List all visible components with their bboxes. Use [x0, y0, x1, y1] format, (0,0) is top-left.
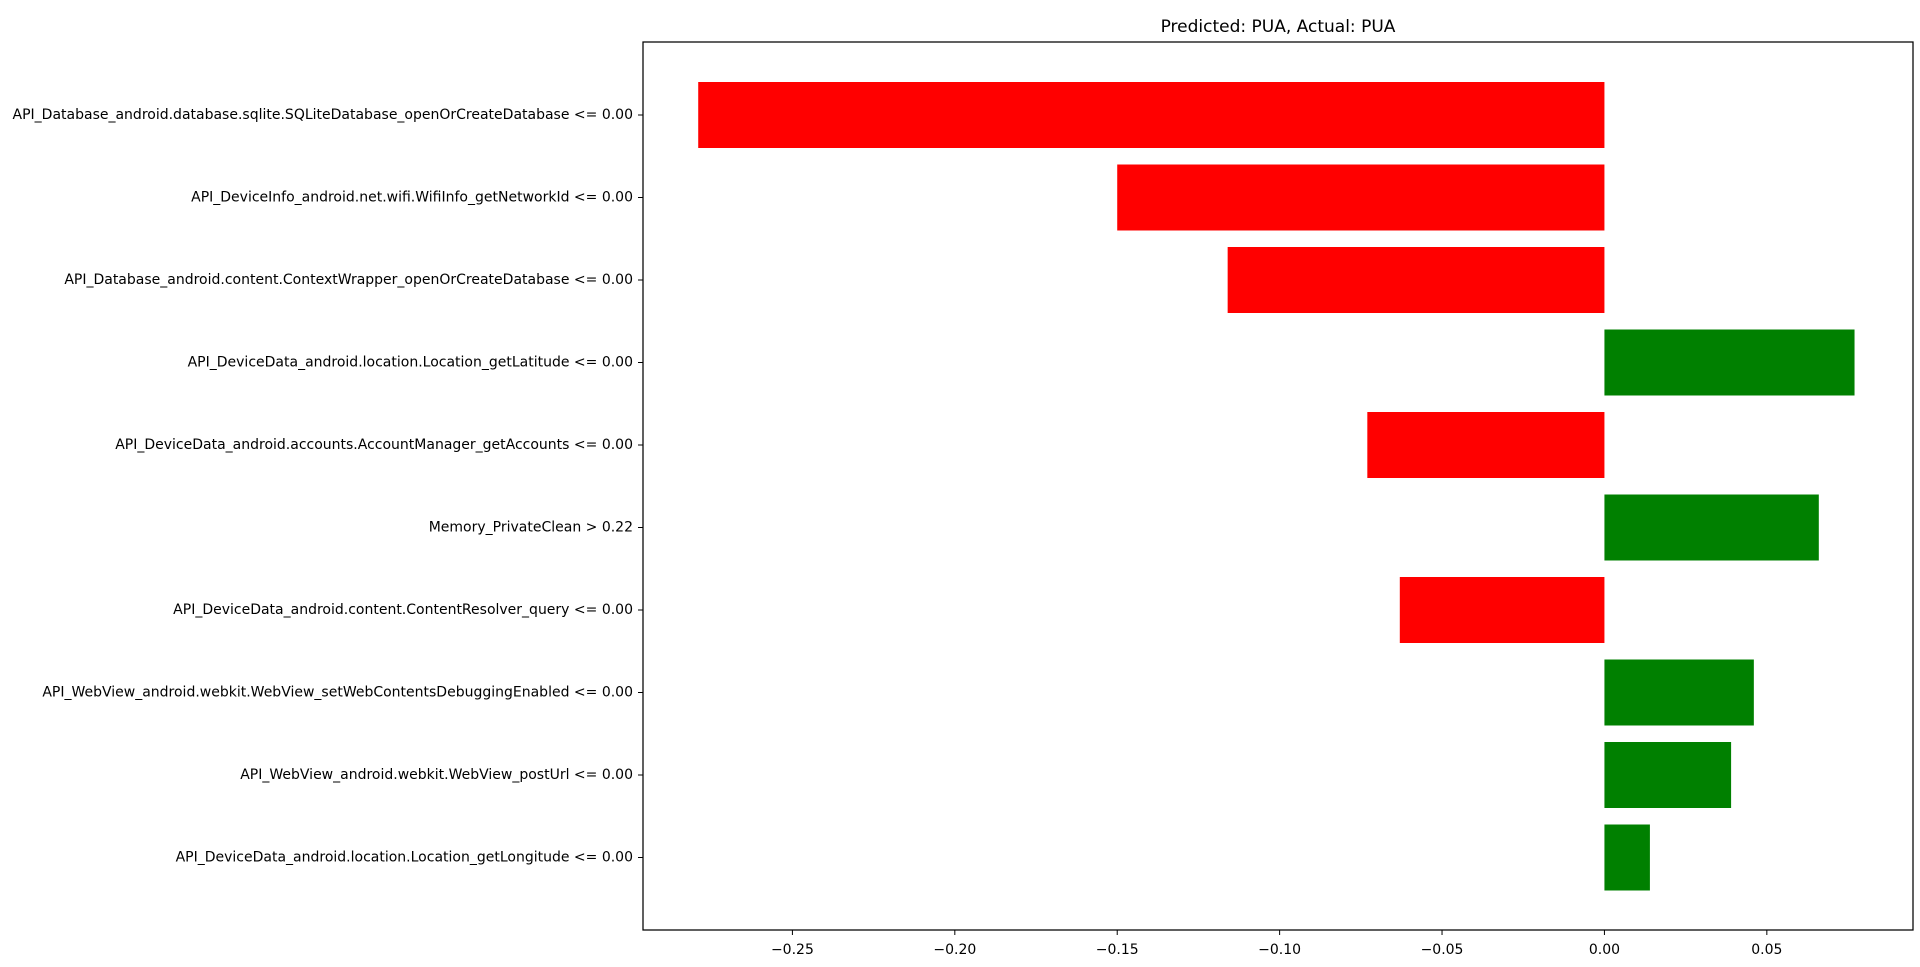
- y-tick-label: Memory_PrivateClean > 0.22: [429, 520, 633, 536]
- y-tick-label: API_DeviceData_android.accounts.AccountM…: [115, 437, 633, 453]
- y-tick-label: API_DeviceData_android.location.Location…: [176, 850, 633, 866]
- bar: [1604, 494, 1819, 561]
- bar: [1399, 577, 1605, 643]
- chart-title: Predicted: PUA, Actual: PUA: [1161, 17, 1396, 37]
- y-tick-label: API_WebView_android.webkit.WebView_setWe…: [42, 685, 633, 701]
- y-tick-label: API_Database_android.content.ContextWrap…: [64, 272, 633, 288]
- bars-layer: [698, 82, 1855, 891]
- x-axis: −0.25 −0.20 −0.15 −0.10 −0.05 0.00 0.05: [771, 930, 1782, 958]
- y-tick-label: API_DeviceData_android.content.ContentRe…: [173, 602, 633, 618]
- x-tick-label: −0.15: [1096, 942, 1139, 958]
- y-tick-label: API_Database_android.database.sqlite.SQL…: [13, 107, 633, 123]
- bar: [1604, 742, 1732, 808]
- x-tick-label: 0.00: [1589, 942, 1620, 958]
- y-tick-label: API_DeviceData_android.location.Location…: [188, 355, 633, 371]
- y-axis: API_Database_android.database.sqlite.SQL…: [13, 107, 643, 866]
- bar: [1604, 824, 1650, 891]
- x-tick-label: −0.05: [1421, 942, 1464, 958]
- y-tick-label: API_WebView_android.webkit.WebView_postU…: [240, 767, 633, 783]
- bar: [1227, 247, 1605, 313]
- x-tick-label: −0.25: [771, 942, 814, 958]
- bar: [1117, 164, 1605, 231]
- x-tick-label: −0.10: [1258, 942, 1301, 958]
- plot-frame: [642, 41, 1914, 931]
- x-tick-label: 0.05: [1751, 942, 1782, 958]
- y-tick-label: API_DeviceInfo_android.net.wifi.WifiInfo…: [191, 190, 633, 206]
- bar: [1604, 329, 1855, 396]
- x-tick-label: −0.20: [933, 942, 976, 958]
- bar: [1367, 412, 1605, 478]
- bar: [1604, 659, 1754, 726]
- bar: [698, 82, 1605, 148]
